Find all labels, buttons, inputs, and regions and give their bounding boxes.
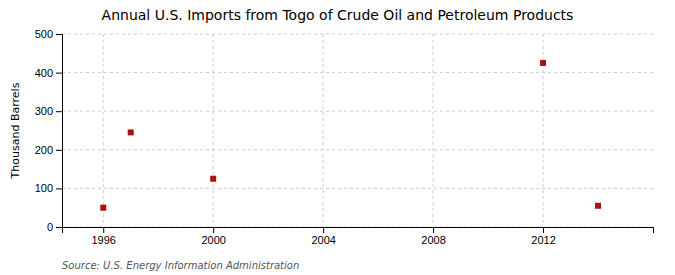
title: Annual U.S. Imports from Togo of Crude O… xyxy=(102,7,574,23)
x-axis-tick-label: 2008 xyxy=(421,234,445,246)
y-axis-title: Thousand Barrels xyxy=(9,82,22,179)
grid-line-x xyxy=(103,34,104,227)
y-axis-tick: 300 xyxy=(35,105,62,117)
source-note: Source: U.S. Energy Information Administ… xyxy=(62,260,299,271)
y-axis-tick-mark xyxy=(56,73,62,74)
x-axis-tick-label: 2004 xyxy=(311,234,335,246)
point xyxy=(100,205,106,211)
grid-line-y xyxy=(62,34,653,35)
x-axis-tick-mark xyxy=(433,227,434,233)
grid-line-x xyxy=(323,34,324,227)
y-axis-tick: 200 xyxy=(35,144,62,156)
y-axis-tick-label: 400 xyxy=(35,67,53,79)
x-axis: 1996 2000 2004 2008 2012 xyxy=(63,227,654,246)
y-axis-tick-mark xyxy=(56,150,62,151)
y-axis-tick-label: 500 xyxy=(35,28,53,40)
grid-line-x xyxy=(433,34,434,227)
x-axis-tick-label: 2000 xyxy=(201,234,225,246)
x-axis-tick-mark xyxy=(543,227,544,233)
point xyxy=(540,60,546,66)
x-axis-line xyxy=(63,228,654,234)
point xyxy=(128,129,134,135)
grid-line-x xyxy=(213,34,214,227)
y-axis-tick-label: 300 xyxy=(35,105,53,117)
plot-area: 1996 2000 2004 2008 2012 0 100 200 300 400 500 xyxy=(35,28,654,246)
grid-line-y xyxy=(62,72,653,73)
x-axis-tick: 2000 xyxy=(201,227,225,246)
grid-line-y xyxy=(62,111,653,112)
y-axis-tick-mark xyxy=(56,111,62,112)
x-axis-tick-label: 2012 xyxy=(531,234,555,246)
y-axis: 0 100 200 300 400 500 xyxy=(35,28,63,233)
x-axis-tick: 2004 xyxy=(311,227,335,246)
x-axis-tick-mark xyxy=(323,227,324,233)
y-axis-tick-label: 0 xyxy=(47,221,53,233)
x-axis-tick: 1996 xyxy=(91,227,115,246)
point xyxy=(210,176,216,182)
x-axis-tick-mark xyxy=(103,227,104,233)
y-axis-tick: 500 xyxy=(35,28,62,40)
x-axis-tick-mark xyxy=(213,227,214,233)
y-axis-tick: 0 xyxy=(47,221,62,233)
grid-line-y xyxy=(62,149,653,150)
chart: 1996 2000 2004 2008 2012 0 100 200 300 400 500 Annu… xyxy=(0,0,675,275)
y-axis-tick-mark xyxy=(56,188,62,189)
y-axis-tick-mark xyxy=(56,34,62,35)
x-axis-tick: 2008 xyxy=(421,227,445,246)
y-axis-tick-label: 100 xyxy=(35,182,53,194)
y-axis-tick: 100 xyxy=(35,182,62,194)
y-axis-tick-mark xyxy=(56,227,62,228)
y-axis-tick: 400 xyxy=(35,67,62,79)
x-axis-tick-label: 1996 xyxy=(91,234,115,246)
points xyxy=(100,60,601,211)
grid xyxy=(62,34,653,227)
x-axis-tick: 2012 xyxy=(531,227,555,246)
y-axis-line xyxy=(56,35,63,228)
y-axis-tick-label: 200 xyxy=(35,144,53,156)
grid-line-y xyxy=(62,188,653,189)
point xyxy=(595,203,601,209)
